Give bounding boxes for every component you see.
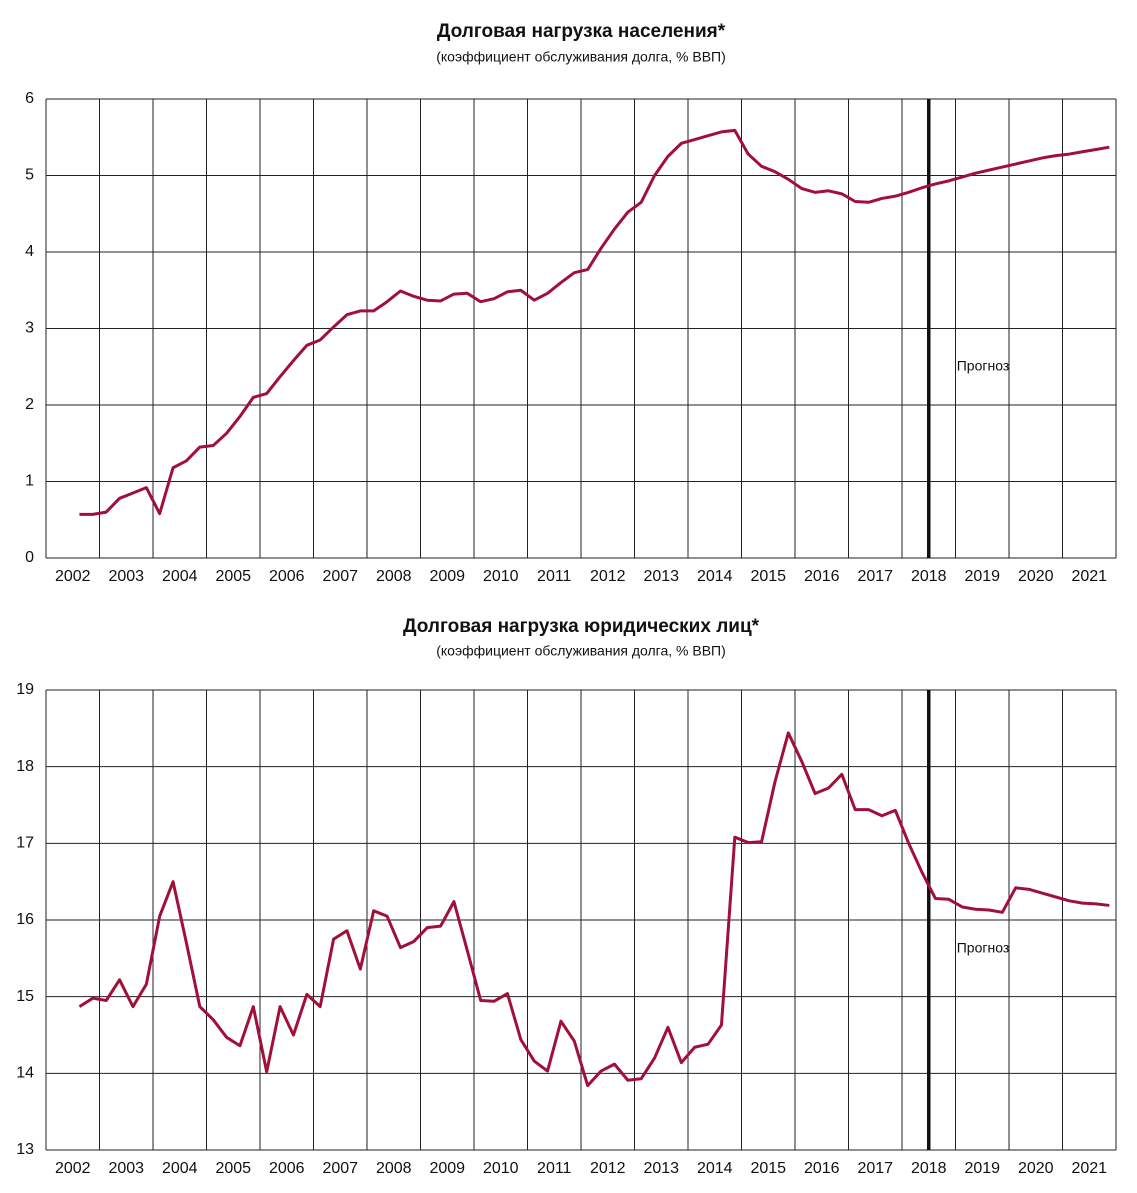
x-tick-label: 2015 (750, 568, 786, 585)
x-tick-label: 2017 (857, 568, 893, 585)
x-tick-label: 2020 (1018, 568, 1054, 585)
x-tick-label: 2002 (55, 1160, 91, 1177)
x-tick-label: 2018 (911, 1160, 947, 1177)
x-tick-label: 2015 (750, 1160, 786, 1177)
chart-title: Долговая нагрузка юридических лиц* (403, 616, 760, 637)
x-tick-label: 2010 (483, 1160, 519, 1177)
x-tick-label: 2018 (911, 568, 947, 585)
data-line (79, 128, 1110, 516)
x-tick-label: 2006 (269, 568, 305, 585)
data-line (78, 731, 1110, 1088)
x-tick-label: 2008 (376, 568, 412, 585)
x-tick-label: 2013 (643, 1160, 679, 1177)
y-tick-label: 0 (25, 549, 34, 566)
x-tick-label: 2016 (804, 568, 840, 585)
x-tick-label: 2011 (537, 1160, 572, 1177)
x-tick-label: 2007 (322, 1160, 358, 1177)
x-tick-label: 2002 (55, 568, 91, 585)
x-tick-label: 2003 (108, 1160, 144, 1177)
chart-subtitle: (коэффициент обслуживания долга, % ВВП) (436, 643, 726, 659)
y-tick-label: 2 (25, 396, 34, 413)
x-tick-label: 2007 (322, 568, 358, 585)
x-tick-label: 2020 (1018, 1160, 1054, 1177)
x-tick-label: 2019 (964, 1160, 1000, 1177)
x-tick-label: 2009 (429, 568, 465, 585)
annotation: Прогноз (957, 940, 1010, 956)
x-tick-label: 2011 (537, 568, 572, 585)
x-tick-label: 2014 (697, 568, 733, 585)
x-tick-label: 2004 (162, 1160, 198, 1177)
chart-title: Долговая нагрузка населения* (437, 21, 726, 42)
y-tick-label: 1 (25, 473, 34, 490)
x-tick-label: 2005 (215, 568, 251, 585)
x-tick-label: 2003 (108, 568, 144, 585)
y-tick-label: 5 (25, 167, 34, 184)
y-tick-label: 4 (25, 243, 34, 260)
y-tick-label: 18 (16, 758, 34, 775)
x-tick-label: 2016 (804, 1160, 840, 1177)
x-tick-label: 2008 (376, 1160, 412, 1177)
x-tick-label: 2021 (1071, 1160, 1107, 1177)
x-tick-label: 2012 (590, 1160, 626, 1177)
y-tick-label: 19 (16, 681, 34, 698)
x-tick-label: 2019 (964, 568, 1000, 585)
y-tick-label: 17 (16, 835, 34, 852)
y-tick-label: 15 (16, 988, 34, 1005)
annotation: Прогноз (957, 358, 1010, 374)
y-tick-label: 6 (25, 90, 34, 107)
x-tick-label: 2006 (269, 1160, 305, 1177)
x-tick-label: 2013 (643, 568, 679, 585)
x-tick-label: 2017 (857, 1160, 893, 1177)
chart-subtitle: (коэффициент обслуживания долга, % ВВП) (436, 49, 726, 65)
y-tick-label: 16 (16, 911, 34, 928)
x-tick-label: 2010 (483, 568, 519, 585)
x-tick-label: 2014 (697, 1160, 733, 1177)
y-tick-label: 14 (16, 1065, 34, 1082)
x-tick-label: 2005 (215, 1160, 251, 1177)
x-tick-label: 2012 (590, 568, 626, 585)
y-tick-label: 13 (16, 1141, 34, 1158)
y-tick-label: 3 (25, 320, 34, 337)
x-tick-label: 2004 (162, 568, 198, 585)
x-tick-label: 2021 (1071, 568, 1107, 585)
x-tick-label: 2009 (429, 1160, 465, 1177)
